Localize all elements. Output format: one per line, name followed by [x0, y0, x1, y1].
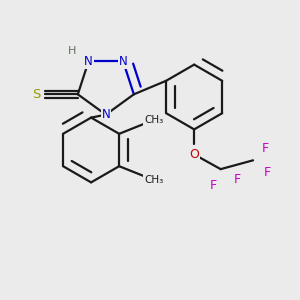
Text: CH₃: CH₃ — [144, 115, 164, 125]
Text: N: N — [84, 55, 93, 68]
Text: H: H — [68, 46, 76, 56]
Text: F: F — [264, 166, 271, 178]
Text: F: F — [210, 179, 217, 192]
Text: S: S — [32, 88, 41, 101]
Text: N: N — [101, 108, 110, 121]
Text: N: N — [119, 55, 128, 68]
Text: CH₃: CH₃ — [144, 175, 164, 185]
Text: F: F — [233, 173, 240, 186]
Text: O: O — [189, 148, 199, 161]
Text: F: F — [261, 142, 268, 155]
